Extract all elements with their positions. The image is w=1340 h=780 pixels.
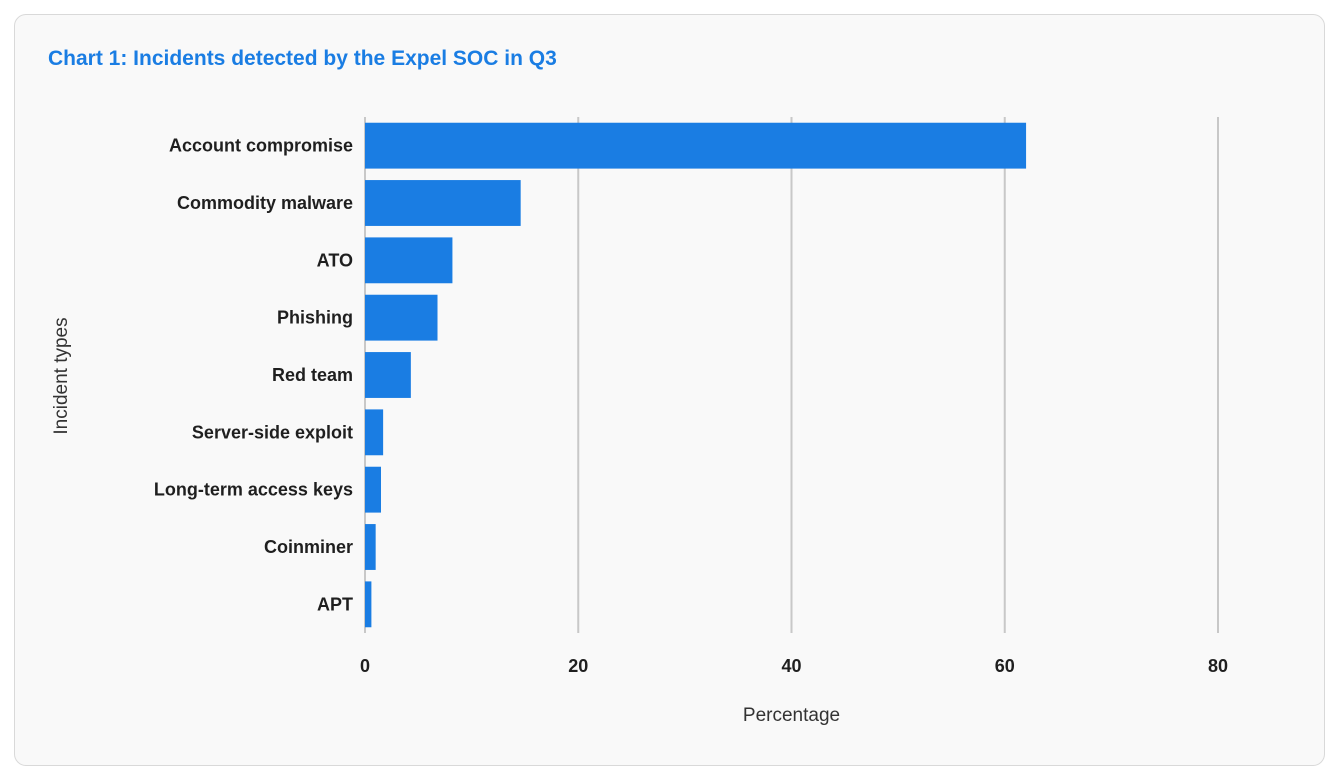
category-label: Long-term access keys [154,480,353,500]
bar [365,180,521,226]
x-tick-label: 20 [568,656,588,676]
y-axis-title: Incident types [51,317,72,434]
category-label: Account compromise [169,136,353,156]
category-labels: Account compromise Commodity malware ATO Ph… [154,136,353,615]
category-label: Server-side exploit [192,422,353,442]
x-tick-label: 80 [1208,656,1228,676]
chart-card: Chart 1: Incidents detected by the Expel… [14,14,1325,766]
x-tick-labels: 0 20 40 60 80 [360,656,1228,676]
bar [365,122,1027,169]
category-label: ATO [317,250,353,270]
x-tick-label: 0 [360,656,370,676]
category-label: Phishing [277,308,353,328]
x-tick-label: 40 [781,656,801,676]
bar [365,466,381,513]
bar [365,294,438,341]
bar [365,237,453,284]
chart-title: Chart 1: Incidents detected by the Expel… [48,47,557,70]
category-label: Commodity malware [177,193,353,213]
bar [365,524,376,570]
bar-chart: Account compromise Commodity malware ATO Ph… [51,117,1228,726]
bar [365,352,411,398]
bar [365,581,372,628]
bars [365,122,1027,628]
bar [365,409,384,456]
category-label: APT [317,594,353,614]
x-axis-title: Percentage [743,705,840,726]
category-label: Coinminer [264,537,353,557]
x-tick-label: 60 [995,656,1015,676]
category-label: Red team [272,365,353,385]
